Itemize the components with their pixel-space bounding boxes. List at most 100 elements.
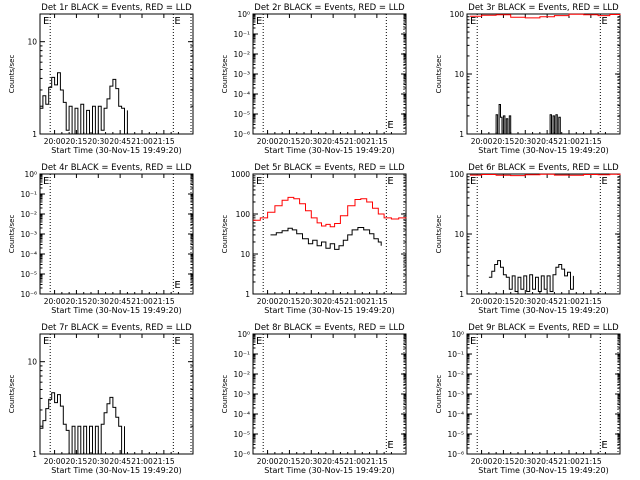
chart-panel-3: Det 3r BLACK = Events, RED = LLD 20:00 20:… <box>435 3 621 155</box>
y-tick-label: 1 <box>32 450 37 459</box>
e-marker-left: E <box>470 176 476 187</box>
chart-title: Det 4r BLACK = Events, RED = LLD <box>41 163 192 173</box>
y-tick-label: 10 <box>240 250 250 259</box>
series-lld-line <box>253 196 407 228</box>
x-tick-label: 21:00 <box>344 457 366 466</box>
y-axis-label: Counts/sec <box>221 375 229 414</box>
series-events-line <box>488 260 574 292</box>
x-tick-label: 20:30 <box>87 297 109 306</box>
chart-title: Det 7r BLACK = Events, RED = LLD <box>41 323 192 333</box>
y-tick-label: 1000 <box>231 170 250 179</box>
x-tick-label: 20:15 <box>66 137 88 146</box>
y-tick-label: 10⁻⁵ <box>20 270 37 279</box>
y-tick-label: 100 <box>450 10 465 19</box>
x-tick-label: 20:15 <box>66 457 88 466</box>
x-tick-label: 20:30 <box>514 457 536 466</box>
e-marker: E <box>387 440 393 451</box>
x-tick-label: 21:15 <box>366 297 388 306</box>
y-tick-label: 10⁻³ <box>233 70 250 79</box>
x-axis-label: Start Time (30-Nov-15 19:49:20) <box>51 146 181 155</box>
y-tick-label: 10 <box>27 38 37 47</box>
y-tick-label: 10⁻⁵ <box>233 110 250 119</box>
y-tick-label: 10⁻² <box>20 210 37 219</box>
x-tick-label: 20:00 <box>471 137 493 146</box>
y-tick-label: 10⁻³ <box>233 390 250 399</box>
y-tick-label: 10⁻⁵ <box>447 430 464 439</box>
e-marker-left: E <box>43 176 49 187</box>
chart-title: Det 3r BLACK = Events, RED = LLD <box>468 3 619 13</box>
x-tick-label: 20:30 <box>87 137 109 146</box>
x-tick-label: 20:30 <box>514 297 536 306</box>
x-tick-label: 20:45 <box>109 297 131 306</box>
y-tick-label: 10⁻² <box>447 370 464 379</box>
x-tick-label: 20:00 <box>257 297 279 306</box>
series-events-line <box>40 72 128 135</box>
y-tick-label: 10⁻³ <box>20 230 37 239</box>
series-lld-line <box>469 173 621 177</box>
x-tick-label: 20:00 <box>44 457 66 466</box>
x-tick-label: 20:45 <box>536 297 558 306</box>
y-axis-label: Counts/sec <box>8 375 16 414</box>
y-tick-label: 10⁻⁶ <box>447 450 464 459</box>
x-tick-label: 20:30 <box>87 457 109 466</box>
x-tick-label: 20:15 <box>279 297 301 306</box>
y-axis-label: Counts/sec <box>221 55 229 94</box>
x-tick-label: 20:00 <box>44 297 66 306</box>
x-tick-label: 20:30 <box>300 297 322 306</box>
plot-frame <box>466 333 621 455</box>
x-axis-label: Start Time (30-Nov-15 19:49:20) <box>264 146 394 155</box>
x-tick-label: 20:15 <box>493 297 515 306</box>
e-marker-left: E <box>43 336 49 347</box>
plot-frame <box>39 13 194 135</box>
y-tick-label: 10⁻⁴ <box>233 90 250 99</box>
chart-title: Det 6r BLACK = Events, RED = LLD <box>468 163 619 173</box>
x-tick-label: 21:00 <box>558 457 580 466</box>
y-tick-label: 1 <box>32 130 37 139</box>
x-tick-label: 20:45 <box>536 137 558 146</box>
plot-frame <box>466 13 621 135</box>
x-tick-label: 21:00 <box>558 137 580 146</box>
x-tick-label: 20:45 <box>322 297 344 306</box>
x-axis-label: Start Time (30-Nov-15 19:49:20) <box>51 466 181 475</box>
x-tick-label: 20:00 <box>257 137 279 146</box>
x-tick-label: 20:00 <box>44 137 66 146</box>
y-tick-label: 10⁻⁴ <box>447 410 464 419</box>
x-tick-label: 21:00 <box>344 297 366 306</box>
y-tick-label: 10⁻⁴ <box>233 410 250 419</box>
x-tick-label: 21:15 <box>153 297 175 306</box>
series-events-line <box>40 392 125 455</box>
e-marker-left: E <box>470 16 476 27</box>
y-tick-label: 10⁻¹ <box>447 350 464 359</box>
plot-frame <box>252 13 407 135</box>
y-tick-label: 10⁻¹ <box>233 350 250 359</box>
series-lld-line <box>469 13 621 19</box>
chart-title: Det 1r BLACK = Events, RED = LLD <box>41 3 192 13</box>
e-marker: E <box>174 280 180 291</box>
x-tick-label: 20:15 <box>493 457 515 466</box>
x-tick-label: 20:30 <box>300 137 322 146</box>
y-axis-label: Counts/sec <box>435 55 443 94</box>
e-marker-left: E <box>43 16 49 27</box>
x-tick-label: 20:15 <box>279 457 301 466</box>
y-tick-label: 10⁻² <box>233 50 250 59</box>
e-marker-left: E <box>256 336 262 347</box>
x-tick-label: 20:45 <box>322 137 344 146</box>
x-axis-label: Start Time (30-Nov-15 19:49:20) <box>51 306 181 315</box>
y-axis-label: Counts/sec <box>8 215 16 254</box>
x-tick-label: 21:00 <box>131 457 153 466</box>
x-axis-label: Start Time (30-Nov-15 19:49:20) <box>264 306 394 315</box>
x-axis-label: Start Time (30-Nov-15 19:49:20) <box>478 146 608 155</box>
x-tick-label: 20:30 <box>514 137 536 146</box>
y-tick-label: 10⁰ <box>451 330 464 339</box>
x-tick-label: 21:00 <box>558 297 580 306</box>
y-axis-label: Counts/sec <box>435 215 443 254</box>
x-tick-label: 21:15 <box>580 297 602 306</box>
y-tick-label: 10⁻³ <box>447 390 464 399</box>
y-tick-label: 10⁻¹ <box>20 190 37 199</box>
